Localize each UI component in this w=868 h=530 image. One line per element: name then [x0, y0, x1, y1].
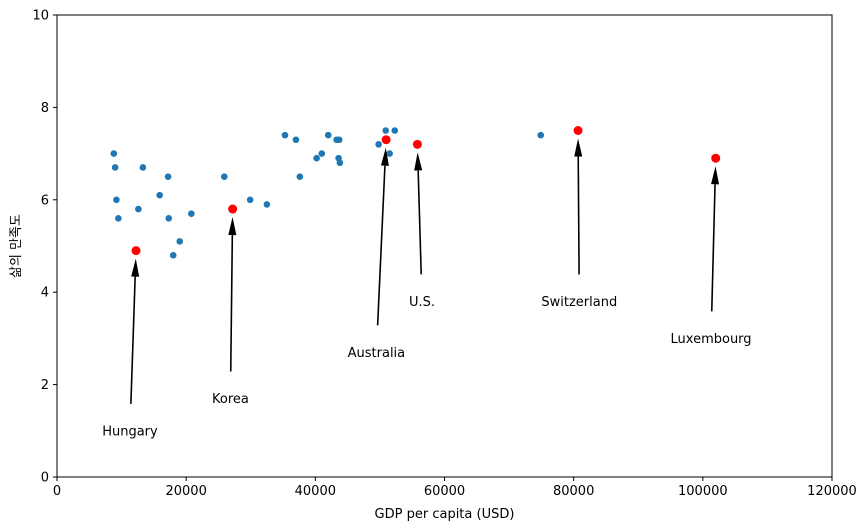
- data-point: [537, 131, 545, 139]
- data-point: [336, 159, 344, 167]
- x-tick-label: 80000: [553, 484, 594, 499]
- data-point: [135, 205, 142, 213]
- data-point: [169, 251, 177, 259]
- highlighted-point: [228, 204, 238, 214]
- annotation-arrow-shaft: [229, 235, 234, 372]
- data-point: [263, 201, 271, 208]
- x-axis-ticks: 0 20000 40000 60000 80000 100000 120000: [53, 477, 857, 499]
- annotation-arrow-shaft: [417, 170, 423, 275]
- data-point: [324, 131, 332, 139]
- annotation-label: Luxembourg: [671, 332, 752, 347]
- annotation-label: Korea: [212, 392, 249, 407]
- data-point: [110, 150, 118, 157]
- annotation-arrow-shaft: [130, 276, 136, 404]
- highlighted-point: [131, 246, 141, 256]
- data-point: [111, 164, 119, 171]
- y-tick-label: 2: [41, 378, 49, 393]
- x-tick-label: 60000: [424, 484, 465, 499]
- y-tick-label: 4: [41, 286, 49, 301]
- annotation-label: Hungary: [102, 424, 158, 439]
- data-point: [165, 214, 173, 222]
- highlighted-point: [573, 126, 583, 135]
- data-point: [281, 131, 289, 139]
- x-axis-title: GDP per capita (USD): [375, 507, 515, 522]
- y-tick-label: 0: [41, 471, 49, 486]
- y-tick-label: 8: [41, 101, 49, 116]
- highlighted-point: [711, 153, 721, 163]
- x-tick-label: 20000: [165, 484, 206, 499]
- annotation-label: U.S.: [409, 295, 435, 310]
- data-points: [110, 126, 721, 259]
- data-point: [176, 238, 184, 245]
- data-point: [113, 196, 120, 204]
- data-point: [375, 141, 382, 148]
- data-point: [115, 214, 122, 222]
- annotation-label: Switzerland: [541, 295, 617, 310]
- data-point: [391, 127, 399, 134]
- plot-frame: [56, 14, 833, 478]
- data-point: [139, 164, 147, 171]
- annotation-arrow-head: [131, 258, 140, 277]
- data-point: [188, 210, 195, 217]
- plot-area: [56, 14, 833, 478]
- data-point: [382, 127, 390, 134]
- data-point: [246, 196, 254, 204]
- annotation-label: Australia: [348, 346, 406, 361]
- data-point: [318, 150, 326, 157]
- annotation-arrow-shaft: [376, 165, 386, 326]
- x-tick-label: 120000: [807, 484, 857, 499]
- annotation-arrow-shaft: [577, 156, 580, 275]
- annotation-arrow-head: [574, 138, 583, 157]
- x-tick-label: 100000: [678, 484, 728, 499]
- data-point: [296, 173, 304, 180]
- y-tick-label: 10: [32, 9, 49, 24]
- data-point: [386, 150, 393, 157]
- highlighted-point: [381, 135, 391, 145]
- annotations: Hungary Korea Australia U.S. Switzerland Luxe…: [102, 138, 752, 439]
- data-point: [292, 136, 300, 144]
- annotation-arrow-shaft: [710, 184, 716, 312]
- data-point: [164, 173, 172, 180]
- y-tick-label: 6: [41, 193, 49, 208]
- highlighted-point: [412, 139, 422, 149]
- data-point: [313, 154, 320, 162]
- x-tick-label: 40000: [295, 484, 336, 499]
- annotation-arrow-head: [711, 166, 720, 185]
- data-point: [335, 136, 343, 144]
- annotation-arrow-head: [414, 152, 423, 171]
- annotation-arrow-head: [380, 147, 389, 166]
- annotation-arrow-head: [228, 217, 237, 236]
- data-point: [220, 173, 228, 180]
- y-axis-title: 삶의 만족도: [9, 214, 24, 278]
- y-axis-ticks: 0 2 4 6 8 10: [32, 9, 57, 486]
- data-point: [156, 191, 163, 199]
- x-tick-label: 0: [53, 484, 61, 499]
